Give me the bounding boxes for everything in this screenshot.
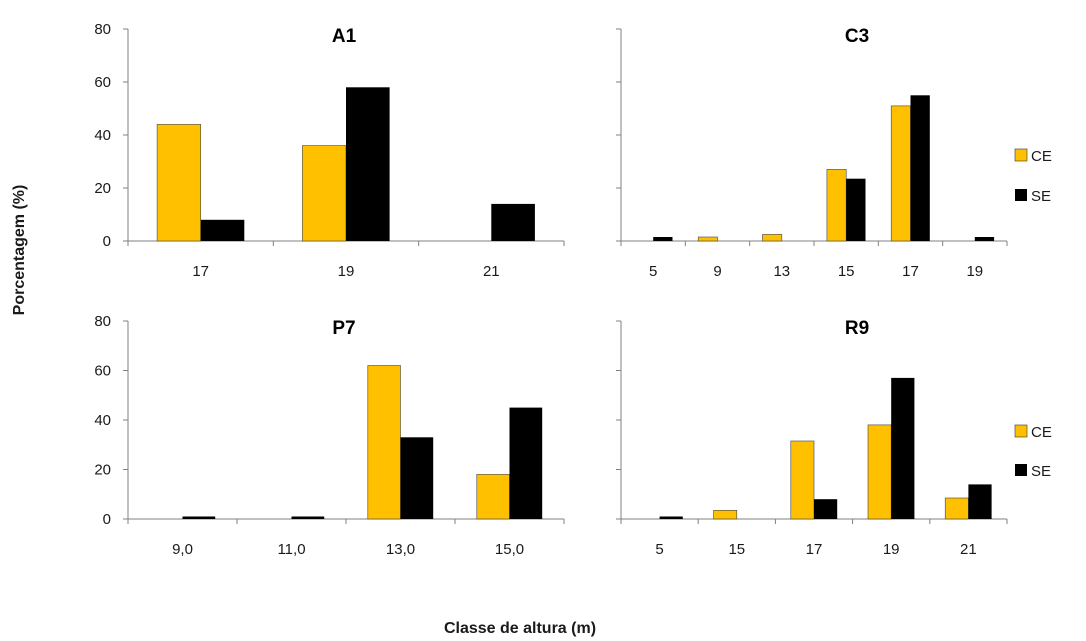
bar-se-13-0 — [400, 437, 434, 519]
bar-se-21 — [968, 484, 992, 519]
panel-a1: 0 20 40 60 80 17 19 21 A1 — [94, 21, 565, 280]
y-tick-label: 20 — [94, 462, 111, 479]
bar-ce-15 — [713, 509, 738, 520]
bar-ce-17 — [156, 124, 202, 242]
bar-se-15 — [846, 178, 866, 241]
x-tick-label: 5 — [655, 541, 663, 558]
bar-ce-13-0 — [367, 365, 401, 520]
y-tick-label: 60 — [94, 363, 111, 380]
x-tick-label: 19 — [338, 263, 355, 280]
x-tick-label: 13 — [773, 263, 790, 280]
panel-p7: 0 20 40 60 80 9,0 11,0 13,0 15,0 P7 — [94, 313, 565, 558]
x-tick-label: 11,0 — [277, 541, 305, 558]
bar-ce-9 — [697, 236, 718, 242]
legend-swatch-ce — [1014, 424, 1028, 438]
panel-r9: 5 15 17 19 21 R9 — [616, 318, 1008, 558]
bar-se-9-0 — [182, 516, 216, 519]
x-tick-label: 15 — [838, 263, 855, 280]
bar-se-17 — [200, 219, 245, 241]
bar-se-19 — [891, 377, 915, 519]
bar-se-21 — [491, 203, 535, 241]
bar-ce-17 — [890, 105, 911, 242]
legend-bottom: CE SE — [1014, 424, 1052, 480]
x-tick-label: 17 — [902, 263, 919, 280]
bar-se-5 — [659, 516, 683, 519]
y-tick-label: 60 — [94, 74, 111, 91]
bar-se-15-0 — [509, 407, 543, 519]
bar-se-17 — [814, 499, 838, 519]
x-tick-label: 17 — [806, 541, 823, 558]
x-axis-title: Classe de altura (m) — [444, 620, 596, 637]
panel-title: R9 — [845, 318, 869, 339]
x-tick-label: 9,0 — [172, 541, 193, 558]
bar-se-11-0 — [291, 516, 325, 519]
bar-ce-19 — [302, 145, 347, 242]
bar-se-5 — [653, 237, 673, 241]
bar-se-17 — [910, 95, 930, 242]
legend-label-se: SE — [1031, 188, 1051, 205]
legend-swatch-se — [1015, 464, 1027, 476]
legend-label-se: SE — [1031, 463, 1051, 480]
x-tick-label: 9 — [713, 263, 721, 280]
x-tick-label: 5 — [649, 263, 657, 280]
y-axis-title: Porcentagem (%) — [11, 185, 28, 316]
y-tick-label: 40 — [94, 412, 111, 429]
bar-ce-19 — [867, 424, 892, 520]
legend-label-ce: CE — [1031, 148, 1052, 165]
x-tick-label: 21 — [960, 541, 977, 558]
legend-top: CE SE — [1014, 148, 1052, 205]
legend-label-ce: CE — [1031, 424, 1052, 441]
x-tick-label: 19 — [883, 541, 900, 558]
bar-ce-15-0 — [476, 474, 510, 520]
legend-swatch-ce — [1014, 148, 1028, 162]
bar-ce-15 — [826, 169, 847, 242]
bar-ce-13 — [762, 234, 783, 242]
x-tick-label: 21 — [483, 263, 500, 280]
y-tick-label: 0 — [103, 511, 111, 528]
panel-title: A1 — [332, 26, 357, 47]
y-tick-label: 0 — [103, 233, 111, 250]
x-tick-label: 15,0 — [495, 541, 524, 558]
bar-se-19 — [974, 237, 995, 241]
y-tick-label: 80 — [94, 21, 111, 38]
y-tick-label: 40 — [94, 127, 111, 144]
bar-se-19 — [346, 87, 390, 241]
x-tick-label: 15 — [728, 541, 745, 558]
x-tick-label: 17 — [192, 263, 209, 280]
panel-title: P7 — [332, 318, 355, 339]
y-tick-label: 80 — [94, 313, 111, 330]
x-tick-label: 19 — [966, 263, 983, 280]
y-tick-label: 20 — [94, 180, 111, 197]
bar-ce-17 — [790, 440, 815, 520]
bar-ce-21 — [944, 497, 969, 520]
panel-c3: 5 9 13 15 17 19 C3 — [616, 26, 1008, 280]
x-tick-label: 13,0 — [386, 541, 415, 558]
legend-swatch-se — [1015, 189, 1027, 201]
panel-title: C3 — [845, 26, 869, 47]
